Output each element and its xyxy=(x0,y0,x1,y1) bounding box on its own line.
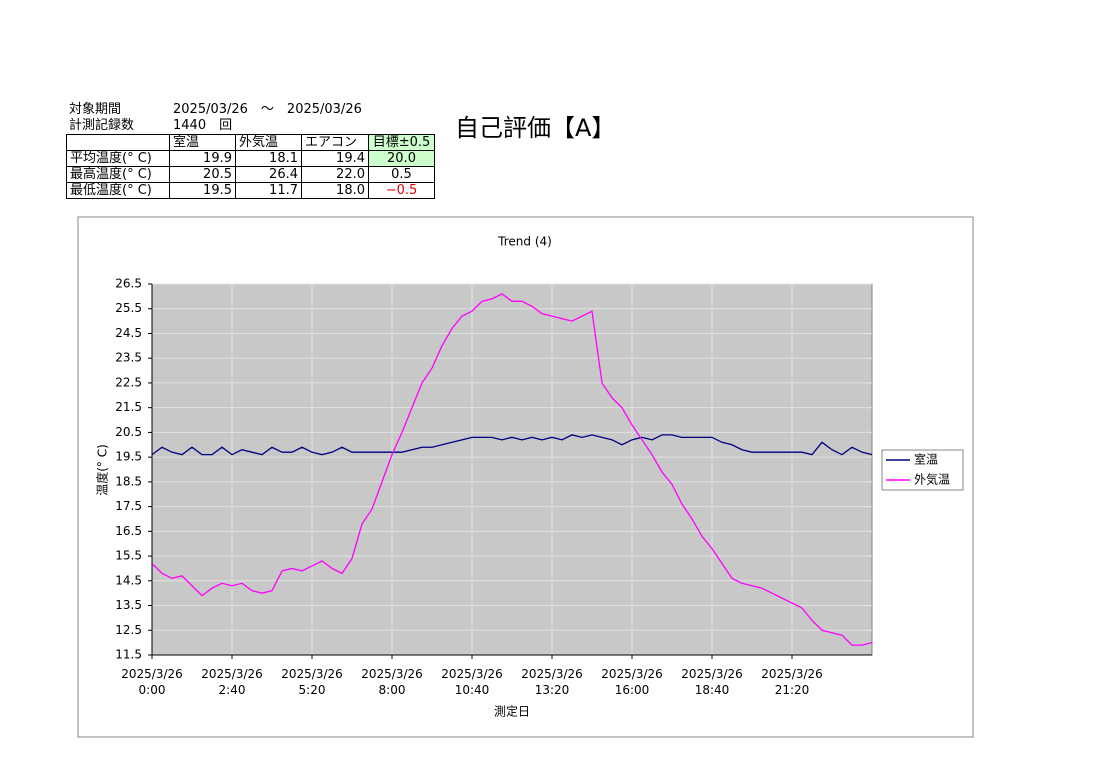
x-tick-label: 2025/3/26 5:20 xyxy=(281,667,343,697)
y-tick-label: 15.5 xyxy=(115,549,142,563)
cell: 19.9 xyxy=(169,150,236,167)
x-tick-label: 2025/3/26 0:00 xyxy=(121,667,183,697)
y-tick-label: 18.5 xyxy=(115,474,142,488)
cell: 0.5 xyxy=(368,166,435,183)
x-tick-label: 2025/3/26 16:00 xyxy=(601,667,663,697)
y-tick-label: 13.5 xyxy=(115,598,142,612)
y-tick-label: 26.5 xyxy=(115,277,142,291)
x-tick-label: 2025/3/26 8:00 xyxy=(361,667,423,697)
y-tick-label: 16.5 xyxy=(115,524,142,538)
x-tick-label: 2025/3/26 18:40 xyxy=(681,667,743,697)
x-tick-label: 2025/3/26 13:20 xyxy=(521,667,583,697)
period-label: 対象期間 xyxy=(69,102,122,117)
legend xyxy=(881,449,964,491)
chart-title: Trend (4) xyxy=(497,235,552,249)
cell: 最低温度(° C) xyxy=(66,182,170,199)
x-tick-label: 2025/3/26 21:20 xyxy=(761,667,823,697)
count: 1440 回 xyxy=(173,118,233,133)
y-tick-label: 19.5 xyxy=(115,450,142,464)
cell: −0.5 xyxy=(368,182,435,199)
cell: 目標±0.5 xyxy=(368,134,435,151)
y-tick-label: 22.5 xyxy=(115,375,142,389)
cell: 18.0 xyxy=(301,182,369,199)
cell: 19.5 xyxy=(169,182,236,199)
legend-label: 外気温 xyxy=(914,472,950,487)
plot-area xyxy=(151,283,873,656)
x-tick-label: 2025/3/26 10:40 xyxy=(441,667,503,697)
count-label: 計測記録数 xyxy=(69,118,135,133)
summary-table: 室温 外気温 エアコン 目標±0.5 平均温度(° C) 19.9 18.1 1… xyxy=(66,134,435,199)
y-tick-label: 23.5 xyxy=(115,351,142,365)
series-line xyxy=(151,434,873,456)
cell: 平均温度(° C) xyxy=(66,150,170,167)
legend-label: 室温 xyxy=(914,452,938,467)
y-tick-label: 25.5 xyxy=(115,301,142,315)
y-tick-label: 12.5 xyxy=(115,623,142,637)
cell: 11.7 xyxy=(235,182,302,199)
y-tick-label: 21.5 xyxy=(115,400,142,414)
x-axis-title: 測定日 xyxy=(494,704,530,719)
period: 2025/03/26 ～ 2025/03/26 xyxy=(173,102,362,117)
y-tick-label: 17.5 xyxy=(115,499,142,513)
evaluation: 自己評価【A】 xyxy=(455,114,616,142)
y-tick-label: 11.5 xyxy=(115,648,142,662)
y-tick-label: 20.5 xyxy=(115,425,142,439)
y-axis-title: 温度(° C) xyxy=(95,444,110,496)
y-tick-label: 24.5 xyxy=(115,326,142,340)
cell: 20.0 xyxy=(368,150,435,167)
x-tick-label: 2025/3/26 2:40 xyxy=(201,667,263,697)
y-tick-label: 14.5 xyxy=(115,573,142,587)
series-line xyxy=(151,293,873,646)
